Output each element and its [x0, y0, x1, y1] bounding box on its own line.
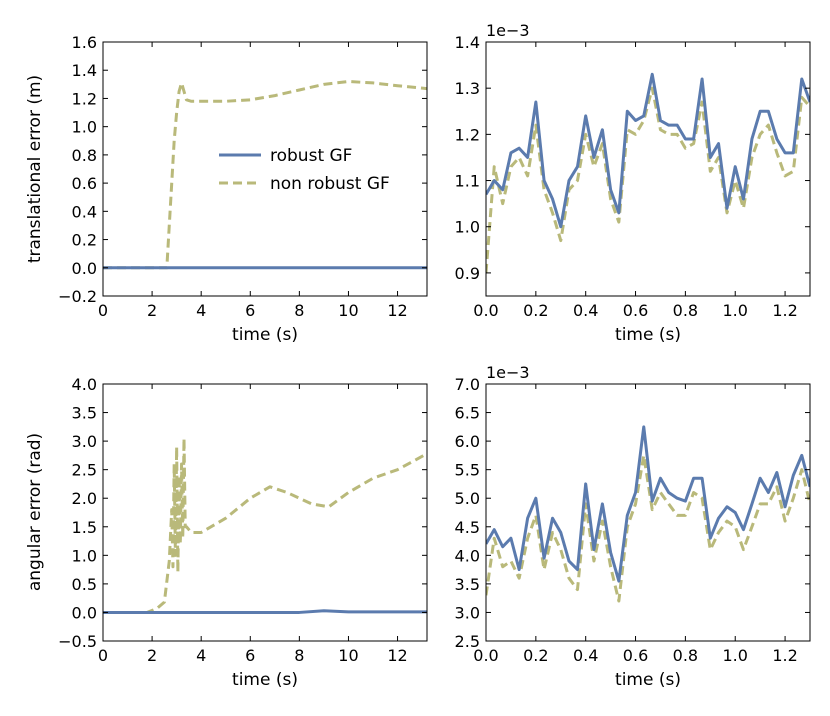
y-tick-label: 1.2 — [455, 125, 480, 144]
panel-angular: 0 2 4 6 8 10 12 −0.5 0.0 0.5 1.0 1.5 2.0 2.5 3.0 3.5 4.0… — [25, 375, 428, 690]
x-tick-label: 8 — [294, 301, 304, 320]
x-axis-label: time (s) — [232, 670, 298, 690]
y-tick-label: 0.2 — [72, 231, 97, 250]
x-tick-label: 1.0 — [723, 646, 748, 665]
y-tick-label: 1.4 — [455, 33, 480, 52]
y-tick-label: −0.5 — [58, 632, 97, 651]
x-tick-label: 6 — [245, 646, 255, 665]
x-tick-label: 4 — [196, 646, 206, 665]
panel-angular-zoom: 1e−3 0.0 0.2 0.4 0.6 0.8 1.0 1.2 2.5 3.0 3.5 4.0 4.… — [455, 363, 811, 690]
offset-text: 1e−3 — [486, 21, 530, 40]
y-tick-label: −0.2 — [58, 287, 97, 306]
y-tick-label: 0.8 — [72, 146, 97, 165]
plot-frame — [102, 383, 428, 642]
y-tick-label: 6.0 — [455, 432, 480, 451]
x-tick-label: 12 — [387, 301, 407, 320]
y-tick-label: 4.0 — [455, 546, 480, 565]
y-tick-label: 0.4 — [72, 202, 97, 221]
legend-label-robust: robust GF — [270, 146, 352, 166]
x-tick-label: 0.8 — [673, 301, 698, 320]
y-tick-label: 2.5 — [72, 461, 97, 480]
y-tick-label: 0.6 — [72, 174, 97, 193]
x-tick-label: 0 — [98, 646, 108, 665]
x-tick-label: 10 — [338, 301, 358, 320]
offset-text: 1e−3 — [486, 363, 530, 382]
y-tick-label: 1.5 — [72, 518, 97, 537]
series-line-robust-gf — [103, 609, 427, 614]
legend-label-nonrobust: non robust GF — [270, 174, 390, 194]
y-tick-label: 6.5 — [455, 404, 480, 423]
y-tick-label: 7.0 — [455, 375, 480, 394]
x-axis-label: time (s) — [232, 325, 298, 345]
y-tick-label: 3.0 — [72, 432, 97, 451]
x-tick-label: 0.6 — [623, 301, 648, 320]
x-axis-label: time (s) — [615, 670, 681, 690]
x-tick-label: 0.8 — [673, 646, 698, 665]
y-tick-label: 1.0 — [72, 118, 97, 137]
plot-frame — [102, 41, 428, 297]
x-tick-label: 0.4 — [573, 646, 598, 665]
plot-frame — [485, 41, 811, 297]
y-tick-label: 1.1 — [455, 172, 480, 191]
y-tick-label: 4.5 — [455, 518, 480, 537]
x-tick-label: 0.0 — [473, 646, 498, 665]
y-tick-label: 5.0 — [455, 489, 480, 508]
y-tick-label: 1.0 — [455, 218, 480, 237]
x-tick-label: 1.0 — [723, 301, 748, 320]
x-tick-label: 0.6 — [623, 646, 648, 665]
y-tick-label: 0.9 — [455, 264, 480, 283]
x-tick-label: 8 — [294, 646, 304, 665]
series-line-robust-gf — [486, 425, 810, 583]
y-tick-label: 0.5 — [72, 575, 97, 594]
y-tick-label: 5.5 — [455, 461, 480, 480]
series-line-robust-gf — [486, 72, 810, 229]
x-tick-label: 0 — [98, 301, 108, 320]
y-tick-label: 3.5 — [72, 404, 97, 423]
x-tick-label: 1.2 — [772, 646, 797, 665]
y-tick-label: 1.3 — [455, 79, 480, 98]
x-tick-label: 4 — [196, 301, 206, 320]
y-tick-label: 4.0 — [72, 375, 97, 394]
y-tick-label: 1.6 — [72, 33, 97, 52]
x-tick-label: 0.2 — [523, 646, 548, 665]
y-axis-label: angular error (rad) — [25, 433, 45, 591]
y-tick-label: 1.2 — [72, 89, 97, 108]
y-tick-label: 1.0 — [72, 546, 97, 565]
y-tick-label: 0.0 — [72, 259, 97, 278]
y-tick-label: 3.0 — [455, 603, 480, 622]
x-tick-label: 10 — [338, 646, 358, 665]
y-tick-label: 2.0 — [72, 489, 97, 508]
x-tick-label: 6 — [245, 301, 255, 320]
legend: robust GF non robust GF — [219, 146, 390, 194]
x-tick-label: 2 — [147, 646, 157, 665]
plot-frame — [485, 383, 811, 642]
x-tick-label: 0.0 — [473, 301, 498, 320]
x-axis-label: time (s) — [615, 325, 681, 345]
x-tick-label: 2 — [147, 301, 157, 320]
series-line-non-robust-gf — [486, 453, 810, 603]
panel-translational-zoom: 1e−3 0.0 0.2 0.4 0.6 0.8 1.0 1.2 0.9 1.0 1.1 1.2 1.… — [455, 21, 811, 345]
y-tick-label: 1.4 — [72, 61, 97, 80]
x-tick-label: 0.2 — [523, 301, 548, 320]
x-tick-label: 1.2 — [772, 301, 797, 320]
series-line-non-robust-gf — [103, 436, 427, 614]
y-tick-label: 0.0 — [72, 603, 97, 622]
y-axis-label: translational error (m) — [25, 75, 45, 263]
x-tick-label: 12 — [387, 646, 407, 665]
y-tick-label: 3.5 — [455, 575, 480, 594]
series-line-non-robust-gf — [486, 86, 810, 274]
y-tick-label: 2.5 — [455, 632, 480, 651]
panel-translational: 0 2 4 6 8 10 12 −0.2 0.0 0.2 0.4 0.6 0.8 1.0 1.2 1.4 1.6… — [25, 33, 428, 345]
x-tick-label: 0.4 — [573, 301, 598, 320]
